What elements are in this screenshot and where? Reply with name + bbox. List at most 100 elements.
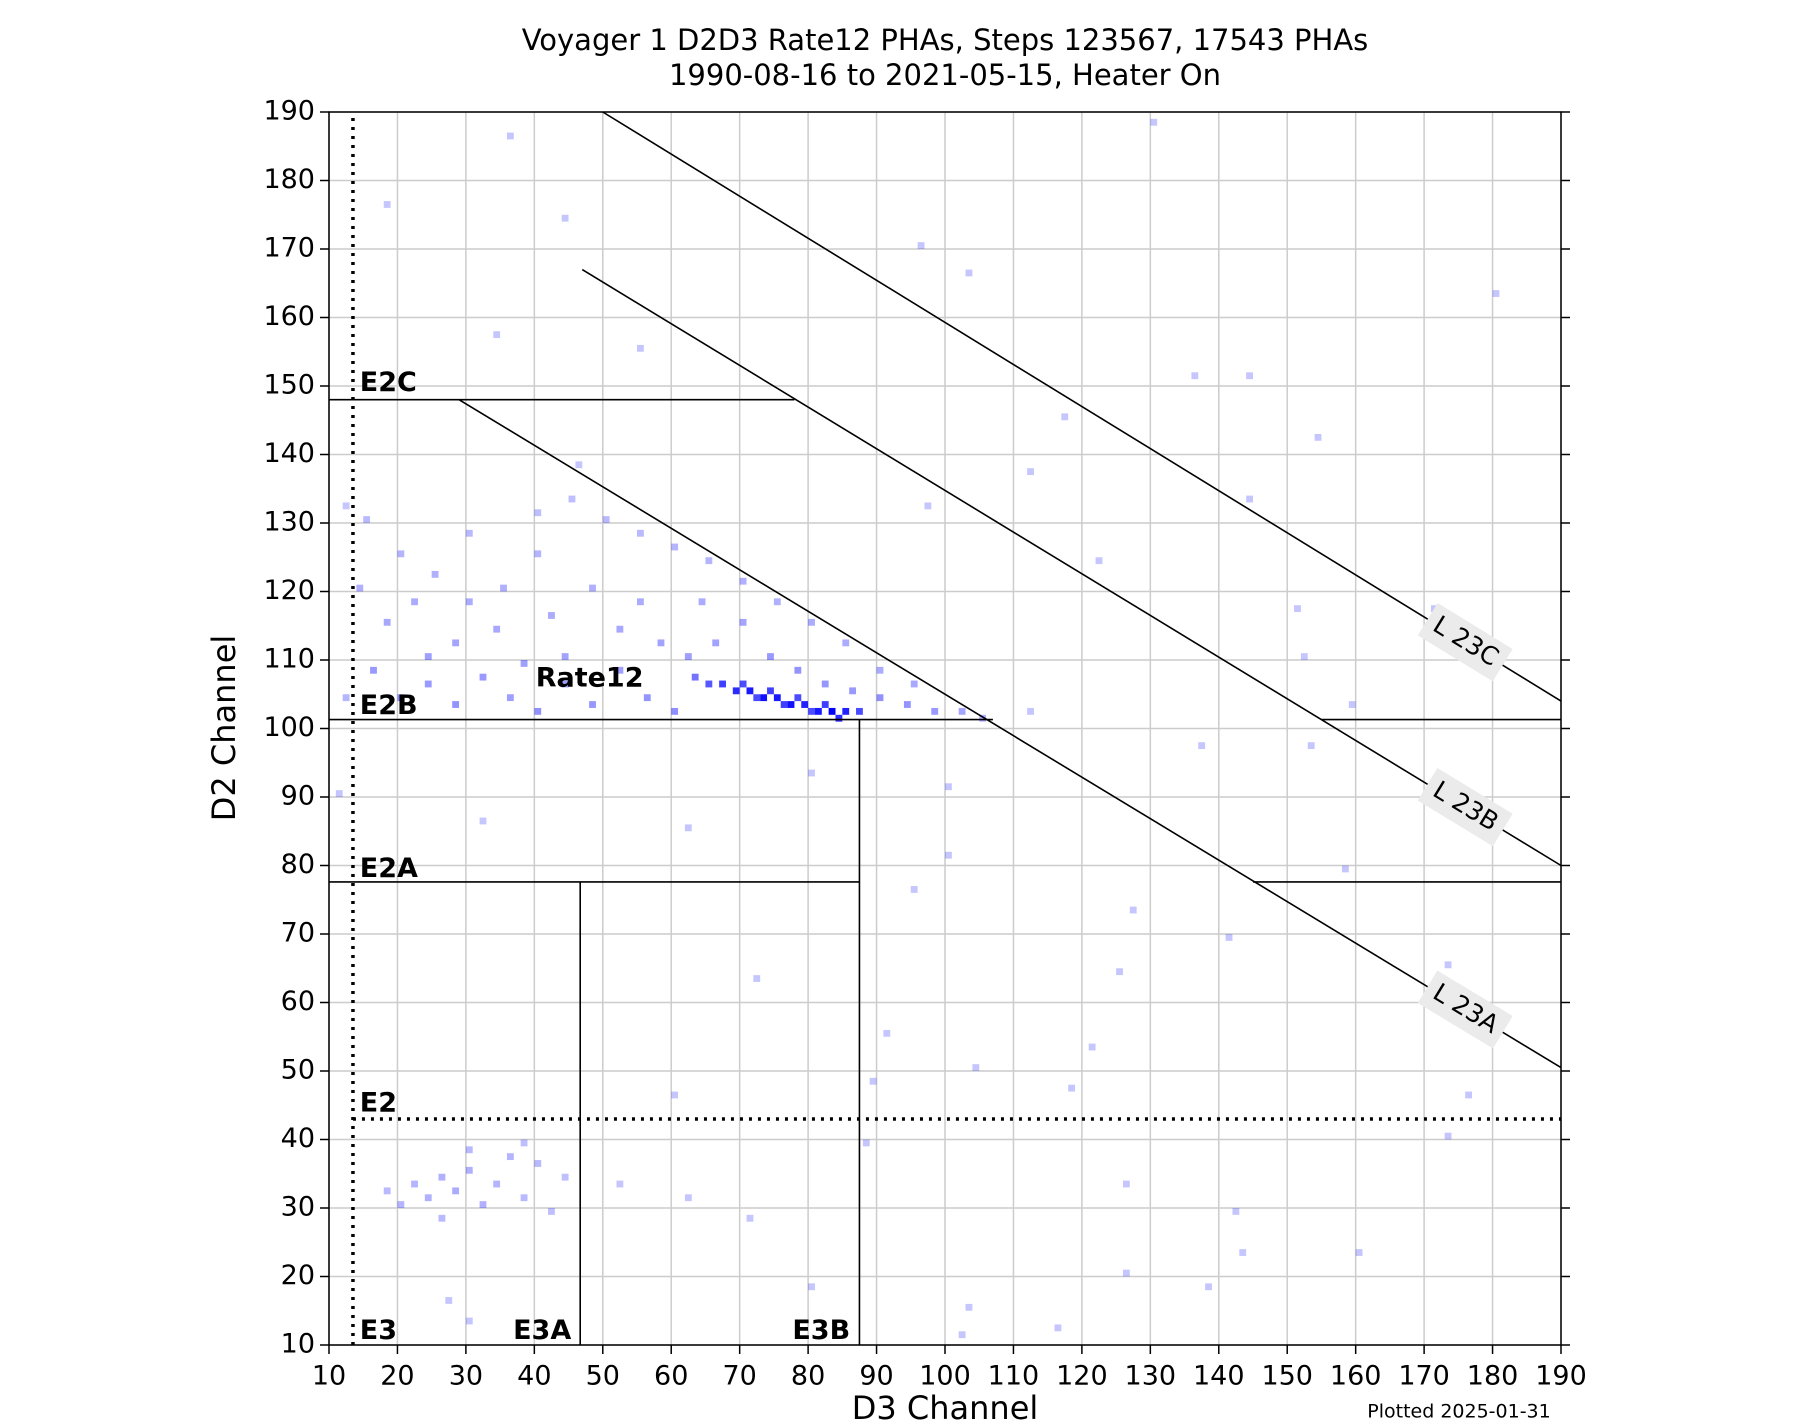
heatmap-cell <box>1355 1249 1363 1256</box>
heatmap-cell <box>452 701 460 708</box>
heatmap-cell <box>1150 118 1158 126</box>
heatmap-cell <box>1225 934 1233 941</box>
heatmap-cell <box>1232 1208 1240 1215</box>
y-axis-label: D2 Channel <box>205 635 243 822</box>
annotation: E2 <box>360 1087 397 1118</box>
y-tick-label: 110 <box>263 644 315 675</box>
heatmap-cell <box>862 1139 870 1147</box>
heatmap-cell <box>506 694 514 702</box>
heatmap-cell <box>1246 372 1253 380</box>
heatmap-cell <box>808 707 815 715</box>
heatmap-cell <box>965 1303 973 1311</box>
heatmap-cell <box>616 625 624 633</box>
heatmap-cell <box>739 618 747 626</box>
x-tick-label: 150 <box>1261 1361 1313 1392</box>
heatmap-cell <box>383 201 391 208</box>
y-tick-label: 130 <box>263 507 315 538</box>
heatmap-cell <box>671 707 679 715</box>
heatmap-cell <box>965 269 973 277</box>
chart-title: Voyager 1 D2D3 Rate12 PHAs, Steps 123567… <box>522 23 1369 57</box>
heatmap-cell <box>479 817 487 825</box>
annotation: E3 <box>360 1315 397 1346</box>
heatmap-cell <box>342 694 350 702</box>
heatmap-cell <box>568 495 576 503</box>
x-tick-label: 90 <box>859 1361 893 1392</box>
heatmap-cell <box>828 707 836 715</box>
heatmap-cell <box>1054 1324 1062 1332</box>
heatmap-cell <box>465 1146 473 1154</box>
heatmap-cell <box>356 584 364 592</box>
heatmap-cell <box>787 701 795 708</box>
chart-subtitle: 1990-08-16 to 2021-05-15, Heater On <box>669 58 1221 92</box>
heatmap-cell <box>637 598 644 606</box>
x-tick-label: 50 <box>586 1361 620 1392</box>
x-tick-label: 40 <box>517 1361 551 1392</box>
heatmap-cell <box>1341 865 1349 873</box>
heatmap-cell <box>465 1317 473 1325</box>
x-tick-label: 170 <box>1398 1361 1450 1392</box>
heatmap-cell <box>561 1173 569 1181</box>
heatmap-cell <box>438 1173 446 1181</box>
heatmap-cell <box>794 694 802 702</box>
heatmap-cell <box>883 1029 891 1037</box>
heatmap-cell <box>465 598 473 606</box>
heatmap-cell <box>842 707 850 715</box>
heatmap-cell <box>801 701 809 708</box>
heatmap-cell <box>684 824 692 832</box>
heatmap-cell <box>465 529 473 537</box>
heatmap-cell <box>520 1139 528 1147</box>
heatmap-cell <box>643 694 651 702</box>
y-tick-label: 80 <box>281 849 315 880</box>
heatmap-cell <box>424 680 432 688</box>
heatmap-cell <box>1492 290 1500 297</box>
heatmap-cell <box>411 598 418 606</box>
heatmap-cell <box>856 707 863 715</box>
cells <box>335 118 1500 1339</box>
axes: 10 20 30 40 50 60 70 80 90 100 110 120 130 140 150 160 1… <box>263 96 1586 1392</box>
heatmap-cell <box>438 1214 446 1222</box>
heatmap-cell <box>1205 1283 1212 1291</box>
heatmap-cell <box>383 1187 391 1195</box>
heatmap-cell <box>424 1194 432 1202</box>
y-tick-label: 10 <box>281 1329 315 1360</box>
line-label-box <box>1417 768 1513 847</box>
heatmap-cell <box>732 687 740 695</box>
annotation: E2C <box>360 367 417 398</box>
heatmap-cell <box>363 516 371 523</box>
heatmap-cell <box>1095 557 1103 565</box>
line-label: L 23B <box>1417 768 1513 847</box>
heatmap-cell <box>548 612 555 619</box>
heatmap-cell <box>534 707 542 715</box>
grid <box>328 111 1562 1346</box>
y-tick-label: 100 <box>263 712 315 743</box>
heatmap-cell <box>842 639 850 647</box>
y-tick-label: 180 <box>263 164 315 195</box>
boundary-line <box>581 268 1562 867</box>
x-tick-label: 20 <box>380 1361 414 1392</box>
y-tick-label: 50 <box>281 1055 315 1086</box>
footer-note: Plotted 2025-01-31 <box>1367 1401 1550 1423</box>
x-tick-label: 140 <box>1193 1361 1245 1392</box>
heatmap-cell <box>917 242 925 249</box>
heatmap-cell <box>876 666 884 674</box>
boundary-line <box>602 111 1562 702</box>
heatmap-cell <box>869 1077 877 1085</box>
heatmap-cell <box>411 1180 418 1188</box>
y-tick-label: 60 <box>281 986 315 1017</box>
heatmap-cell <box>821 701 829 708</box>
annotation: E3A <box>513 1315 571 1346</box>
x-tick-label: 80 <box>791 1361 825 1392</box>
heatmap-cell <box>506 132 514 140</box>
y-tick-label: 90 <box>281 781 315 812</box>
heatmap-cell <box>746 1214 754 1222</box>
annotation: Rate12 <box>536 663 644 694</box>
heatmap-cell <box>972 1064 980 1071</box>
line-label: L 23A <box>1417 970 1513 1049</box>
heatmap-cell <box>637 344 644 352</box>
heatmap-cell <box>397 1201 405 1208</box>
heatmap-cell <box>637 529 644 537</box>
heatmap-cell <box>534 1160 542 1167</box>
heatmap-cell <box>1348 701 1356 708</box>
heatmap-cell <box>1307 742 1315 750</box>
